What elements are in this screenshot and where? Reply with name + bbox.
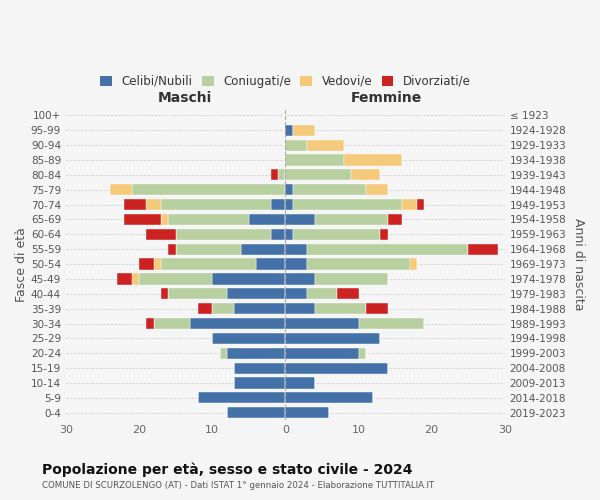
Bar	[344, 154, 403, 166]
Bar	[468, 244, 497, 255]
Bar	[351, 170, 380, 180]
Bar	[286, 184, 293, 196]
Text: Maschi: Maschi	[157, 91, 212, 105]
Bar	[286, 348, 359, 359]
Text: COMUNE DI SCURZOLENGO (AT) - Dati ISTAT 1° gennaio 2024 - Elaborazione TUTTITALI: COMUNE DI SCURZOLENGO (AT) - Dati ISTAT …	[42, 481, 434, 490]
Bar	[417, 199, 424, 210]
Bar	[110, 184, 132, 196]
Bar	[286, 170, 351, 180]
Bar	[307, 244, 468, 255]
Bar	[124, 199, 146, 210]
Bar	[286, 318, 359, 329]
Bar	[234, 362, 286, 374]
Bar	[359, 348, 366, 359]
Bar	[286, 214, 314, 225]
Bar	[286, 258, 307, 270]
Bar	[293, 229, 380, 240]
Bar	[410, 258, 417, 270]
Bar	[286, 199, 293, 210]
Bar	[212, 274, 286, 284]
Bar	[366, 303, 388, 314]
Bar	[190, 318, 286, 329]
Bar	[286, 124, 293, 136]
Bar	[256, 258, 286, 270]
Bar	[227, 288, 286, 300]
Y-axis label: Fasce di età: Fasce di età	[15, 226, 28, 302]
Bar	[271, 229, 286, 240]
Bar	[139, 258, 154, 270]
Bar	[117, 274, 132, 284]
Bar	[169, 288, 227, 300]
Legend: Celibi/Nubili, Coniugati/e, Vedovi/e, Divorziati/e: Celibi/Nubili, Coniugati/e, Vedovi/e, Di…	[95, 70, 475, 92]
Bar	[212, 303, 234, 314]
Text: Femmine: Femmine	[350, 91, 422, 105]
Bar	[234, 378, 286, 388]
Bar	[161, 199, 271, 210]
Bar	[176, 244, 241, 255]
Bar	[286, 392, 373, 404]
Bar	[293, 199, 403, 210]
Bar	[307, 258, 410, 270]
Bar	[314, 214, 388, 225]
Bar	[161, 288, 169, 300]
Bar	[286, 378, 314, 388]
Bar	[271, 199, 286, 210]
Bar	[403, 199, 417, 210]
Bar	[286, 333, 380, 344]
Bar	[176, 229, 271, 240]
Bar	[227, 407, 286, 418]
Bar	[241, 244, 286, 255]
Bar	[307, 140, 344, 150]
Bar	[146, 199, 161, 210]
Bar	[278, 170, 286, 180]
Bar	[154, 258, 161, 270]
Bar	[314, 274, 388, 284]
Bar	[146, 318, 154, 329]
Bar	[139, 274, 212, 284]
Bar	[307, 288, 337, 300]
Bar	[380, 229, 388, 240]
Bar	[161, 214, 169, 225]
Bar	[197, 303, 212, 314]
Bar	[227, 348, 286, 359]
Bar	[169, 244, 176, 255]
Bar	[286, 229, 293, 240]
Bar	[286, 154, 344, 166]
Bar	[314, 303, 366, 314]
Bar	[169, 214, 249, 225]
Bar	[249, 214, 286, 225]
Bar	[286, 362, 388, 374]
Text: Popolazione per età, sesso e stato civile - 2024: Popolazione per età, sesso e stato civil…	[42, 462, 413, 477]
Bar	[161, 258, 256, 270]
Y-axis label: Anni di nascita: Anni di nascita	[572, 218, 585, 310]
Bar	[293, 184, 366, 196]
Bar	[146, 229, 176, 240]
Bar	[132, 274, 139, 284]
Bar	[220, 348, 227, 359]
Bar	[234, 303, 286, 314]
Bar	[286, 140, 307, 150]
Bar	[124, 214, 161, 225]
Bar	[366, 184, 388, 196]
Bar	[286, 274, 314, 284]
Bar	[359, 318, 424, 329]
Bar	[293, 124, 314, 136]
Bar	[337, 288, 359, 300]
Bar	[154, 318, 190, 329]
Bar	[212, 333, 286, 344]
Bar	[286, 244, 307, 255]
Bar	[132, 184, 286, 196]
Bar	[271, 170, 278, 180]
Bar	[388, 214, 403, 225]
Bar	[286, 288, 307, 300]
Bar	[197, 392, 286, 404]
Bar	[286, 407, 329, 418]
Bar	[286, 303, 314, 314]
